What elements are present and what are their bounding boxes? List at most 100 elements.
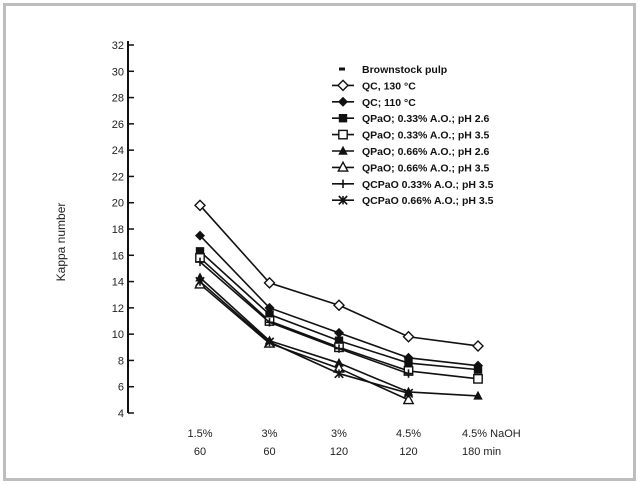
y-tick-label: 20 [112,198,124,210]
legend-label: Brownstock pulp [362,64,447,76]
x-tick-label-bottom: 60 [263,446,275,458]
legend-label: QPaO; 0.33% A.O.; pH 2.6 [362,113,490,125]
legend-marker [338,179,348,188]
series-8 [195,276,414,399]
y-tick-label: 30 [112,66,124,78]
x-tick-label-top: 3% [262,428,278,440]
data-point [472,339,484,352]
series-3 [195,247,483,374]
marker-shape [473,373,483,384]
marker-shape [265,310,274,319]
marker-shape [339,67,345,71]
data-point [334,336,344,345]
y-tick-label: 28 [112,93,124,105]
legend-label: QPaO; 0.66% A.O.; pH 2.6 [362,146,490,158]
y-tick-label: 32 [112,40,124,52]
data-point [265,310,274,319]
y-tick-label: 24 [112,145,124,157]
legend: Brownstock pulp QC, 130 °C QC; 110 °C QPaO;… [332,64,494,207]
data-point [334,368,344,379]
series-line [199,204,479,347]
data-point [402,393,415,405]
data-point [195,276,205,287]
data-point [195,247,205,256]
marker-shape [473,365,483,374]
series-1 [194,199,484,352]
marker-shape [473,390,483,400]
data-point [265,318,274,327]
y-tick-label: 22 [112,171,124,183]
data-point [402,330,415,343]
marker-shape [404,358,413,368]
series-line [199,283,409,401]
data-point [334,344,344,353]
legend-marker [337,160,349,172]
x-tick-label-top: 4.5% NaOH [462,428,521,440]
data-point [195,257,205,267]
legend-label: QPaO; 0.66% A.O.; pH 3.5 [362,162,490,174]
y-tick-label: 6 [118,382,124,394]
data-point [403,388,414,399]
legend-marker [338,129,348,140]
marker-shape [402,330,415,343]
legend-marker [339,67,345,71]
series-line [199,261,409,375]
marker-shape [263,276,276,289]
marker-shape [338,145,348,155]
marker-shape [334,336,344,345]
series-layer [194,199,484,405]
data-point [404,358,413,368]
marker-shape [338,96,348,107]
data-point [473,365,483,374]
legend-marker [338,114,348,123]
x-tick-label-bottom: 60 [194,446,206,458]
legend-marker [337,79,349,92]
legend-item: QCPaO 0.33% A.O.; pH 3.5 [332,179,494,191]
legend-item: QC; 110 °C [332,96,416,109]
x-tick-label-top: 3% [331,428,347,440]
marker-shape [338,129,348,140]
y-tick-label: 10 [112,329,124,341]
legend-label: QCPaO 0.33% A.O.; pH 3.5 [362,179,494,191]
legend-item: QC, 130 °C [332,79,416,92]
y-tick-label: 16 [112,250,124,262]
legend-label: QC; 110 °C [362,97,416,109]
marker-shape [337,160,349,172]
marker-shape [195,247,205,256]
data-point [264,337,275,347]
data-point [334,327,344,338]
legend-label: QCPaO 0.66% A.O.; pH 3.5 [362,195,494,207]
data-point [195,230,205,241]
data-point [194,199,206,212]
legend-item: QPaO; 0.33% A.O.; pH 2.6 [332,113,490,125]
legend-marker [338,195,348,205]
data-point [333,299,345,312]
legend-label: QPaO; 0.33% A.O.; pH 3.5 [362,130,490,142]
legend-marker [338,145,348,155]
x-tick-label-top: 4.5% [396,428,421,440]
y-tick-label: 4 [118,408,124,420]
y-tick-label: 18 [112,224,124,236]
data-point [263,276,276,289]
x-tick-label-top: 1.5% [187,428,212,440]
marker-shape [195,230,205,241]
legend-label: QC, 130 °C [362,80,416,92]
y-axis-label: Kappa number [54,203,68,282]
legend-item: QPaO; 0.66% A.O.; pH 3.5 [332,160,490,174]
marker-shape [402,393,415,405]
x-tick-label-bottom: 120 [330,446,348,458]
y-tick-label: 12 [112,303,124,315]
x-tick-label-bottom: 120 [399,446,417,458]
legend-item: QCPaO 0.66% A.O.; pH 3.5 [332,195,494,207]
axes: 4 6 8 10 12 14 16 18 20 22 24 26 28 30 32 1.5% 60 3% 60 3% 1… [112,40,521,458]
y-tick-label: 14 [112,277,124,289]
data-point [404,369,413,378]
x-tick-label-bottom: 180 min [462,446,501,458]
marker-shape [194,199,206,212]
legend-item: QPaO; 0.66% A.O.; pH 2.6 [332,145,490,158]
data-point [473,390,483,400]
marker-shape [333,299,345,312]
legend-item: Brownstock pulp [339,64,447,76]
marker-shape [337,79,349,92]
